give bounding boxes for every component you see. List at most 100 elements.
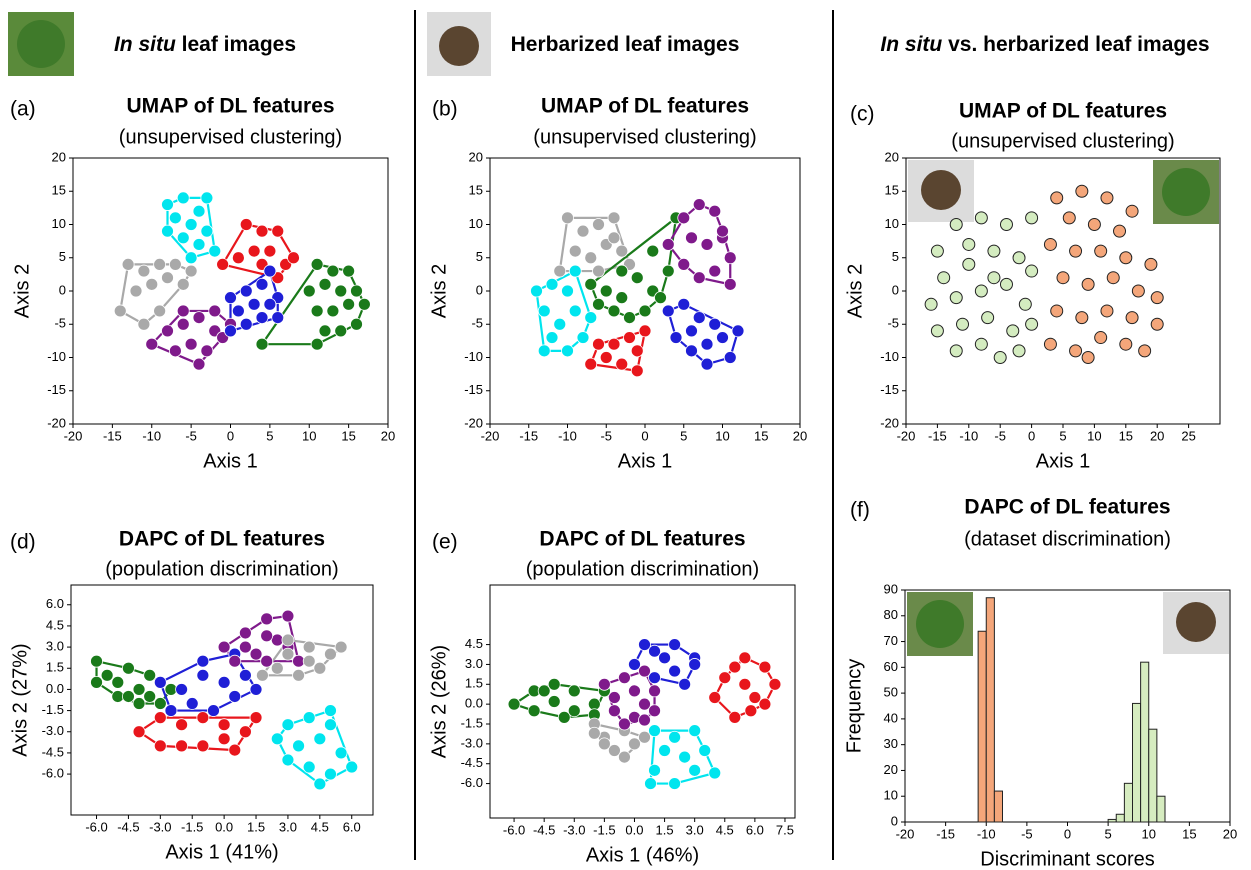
point <box>313 661 327 675</box>
x-tick-label: 6.0 <box>746 822 764 837</box>
point <box>121 257 135 271</box>
point <box>1119 337 1133 351</box>
point <box>527 704 541 718</box>
point <box>111 690 125 703</box>
point <box>238 626 252 640</box>
leaf-photo-leaf <box>1162 168 1210 216</box>
point <box>630 271 644 285</box>
point <box>324 718 337 732</box>
point <box>260 629 274 643</box>
x-tick-label: 1.5 <box>656 822 674 837</box>
point <box>716 224 729 238</box>
point <box>153 675 167 689</box>
point <box>1075 311 1089 325</box>
herbarium-photo-leaf <box>439 26 479 66</box>
point <box>270 732 284 746</box>
point <box>292 739 305 753</box>
point <box>256 668 269 682</box>
point <box>758 697 772 711</box>
point <box>281 718 295 732</box>
y-tick-label: 1.5 <box>46 660 64 675</box>
point <box>153 697 167 710</box>
point <box>122 661 135 675</box>
point <box>561 344 574 358</box>
point <box>334 284 348 298</box>
point <box>153 257 167 271</box>
point <box>993 351 1007 364</box>
point <box>930 244 944 258</box>
point <box>530 284 543 298</box>
point <box>231 251 245 265</box>
x-tick-label: -6.0 <box>85 819 107 834</box>
point <box>628 737 641 751</box>
point <box>175 683 188 696</box>
histogram-bar <box>1123 782 1133 823</box>
point <box>281 633 295 647</box>
y-tick-label: 0 <box>59 282 66 297</box>
point <box>618 671 631 685</box>
y-tick-label: -3.0 <box>461 735 483 750</box>
x-tick-label: -20 <box>897 428 916 443</box>
point <box>685 231 698 245</box>
y-axis-label: Frequency <box>843 659 865 754</box>
point <box>599 351 613 364</box>
x-tick-label: 5 <box>1059 428 1066 443</box>
chart-title: UMAP of DL features <box>541 95 749 118</box>
point <box>1125 311 1139 325</box>
point <box>176 304 190 318</box>
point <box>281 753 295 767</box>
header-part: leaf images <box>176 33 296 56</box>
point <box>255 311 269 325</box>
point <box>584 357 598 371</box>
herbarium-photo-leaf <box>921 170 961 210</box>
point <box>1050 304 1064 318</box>
point <box>547 677 561 691</box>
cluster-hull <box>713 656 777 719</box>
x-tick-label: 3.0 <box>686 822 704 837</box>
x-tick-label: -15 <box>519 428 538 443</box>
point <box>623 311 636 325</box>
histogram-bar <box>1148 728 1158 823</box>
y-tick-label: 4.5 <box>465 636 483 651</box>
point <box>90 675 103 689</box>
y-tick-label: 0.0 <box>46 681 64 696</box>
histogram-bar <box>993 790 1003 823</box>
point <box>318 324 332 338</box>
point <box>1144 257 1158 271</box>
point <box>677 211 691 225</box>
chart-subtitle: (unsupervised clustering) <box>533 126 756 148</box>
y-tick-label: 5 <box>476 249 483 264</box>
x-tick-label: 4.5 <box>716 822 734 837</box>
chart-subtitle: (dataset discrimination) <box>964 528 1171 550</box>
point <box>302 640 316 654</box>
point <box>1012 251 1026 265</box>
x-axis-label: Axis 1 (46%) <box>586 844 699 866</box>
point <box>1119 251 1133 265</box>
x-tick-label: -3.0 <box>563 822 585 837</box>
point <box>310 257 324 271</box>
y-tick-label: 10 <box>884 788 898 803</box>
y-tick-label: 20 <box>885 149 899 164</box>
point <box>196 668 210 682</box>
point <box>557 710 571 724</box>
y-tick-label: -5 <box>471 316 483 331</box>
y-tick-label: -1.5 <box>42 702 64 717</box>
x-tick-label: -1.5 <box>593 822 615 837</box>
y-axis-label: Axis 2 <box>844 264 866 318</box>
point <box>176 231 190 245</box>
x-tick-label: -6.0 <box>503 822 525 837</box>
point <box>192 204 206 218</box>
point <box>161 271 174 285</box>
point <box>310 337 324 351</box>
point <box>1100 191 1114 205</box>
point <box>738 651 752 665</box>
point <box>231 304 245 318</box>
point <box>930 324 944 338</box>
point <box>723 251 737 265</box>
point <box>623 331 636 344</box>
x-tick-label: 0 <box>227 428 234 443</box>
x-tick-label: -1.5 <box>181 819 203 834</box>
x-tick-label: -20 <box>64 428 83 443</box>
y-tick-label: -20 <box>880 415 899 430</box>
x-tick-label: 10 <box>1142 826 1156 841</box>
